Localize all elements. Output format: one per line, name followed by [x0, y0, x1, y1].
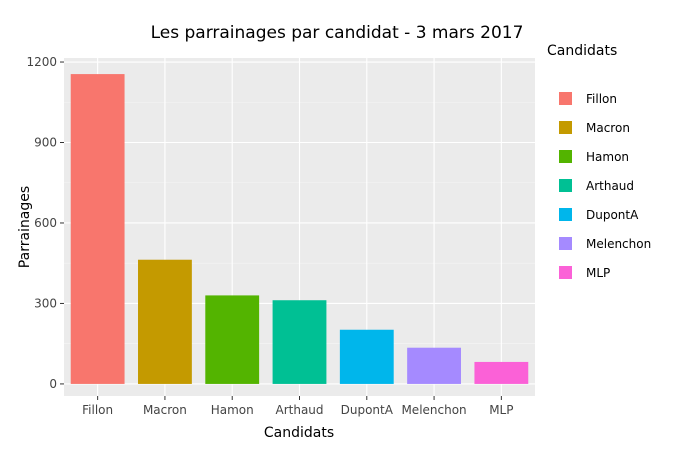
legend-swatch [559, 121, 572, 134]
legend: Candidats Fillon Macron Hamon Arthaud Dupont… [547, 43, 651, 280]
y-tick-label: 1200 [26, 55, 57, 69]
bar-duponta [339, 329, 394, 384]
legend-swatch [559, 237, 572, 250]
bars [70, 74, 529, 384]
legend-title: Candidats [547, 43, 617, 59]
y-tick-label: 0 [49, 377, 57, 391]
y-axis-title: Parrainages [17, 186, 33, 268]
legend-label: Fillon [586, 92, 617, 106]
bar-fillon [70, 74, 125, 384]
legend-swatch [559, 208, 572, 221]
x-tick-label: DupontA [341, 403, 394, 417]
legend-swatch [559, 179, 572, 192]
x-tick-label: MLP [489, 403, 513, 417]
x-tick-label: Macron [143, 403, 187, 417]
chart-title: Les parrainages par candidat - 3 mars 20… [151, 23, 524, 43]
legend-swatch [559, 150, 572, 163]
x-tick-label: Arthaud [275, 403, 323, 417]
legend-swatch [559, 266, 572, 279]
x-axis: Fillon Macron Hamon Arthaud DupontA Melenchon… [82, 396, 513, 417]
x-tick-label: Hamon [211, 403, 254, 417]
x-tick-label: Melenchon [401, 403, 466, 417]
y-tick-label: 300 [34, 296, 57, 310]
legend-label: DupontA [586, 208, 639, 222]
y-tick-label: 600 [34, 216, 57, 230]
legend-label: Macron [586, 121, 630, 135]
y-tick-label: 900 [34, 136, 57, 150]
x-axis-title: Candidats [264, 425, 334, 441]
legend-label: MLP [586, 266, 610, 280]
bar-arthaud [272, 300, 327, 384]
legend-swatch [559, 92, 572, 105]
bar-macron [138, 259, 192, 384]
y-axis: 0 300 600 900 1200 [26, 55, 64, 391]
x-tick-label: Fillon [82, 403, 113, 417]
legend-label: Melenchon [586, 237, 651, 251]
bar-mlp [474, 361, 529, 384]
legend-label: Hamon [586, 150, 629, 164]
bar-melenchon [407, 347, 461, 384]
bar-hamon [205, 295, 260, 384]
legend-label: Arthaud [586, 179, 634, 193]
